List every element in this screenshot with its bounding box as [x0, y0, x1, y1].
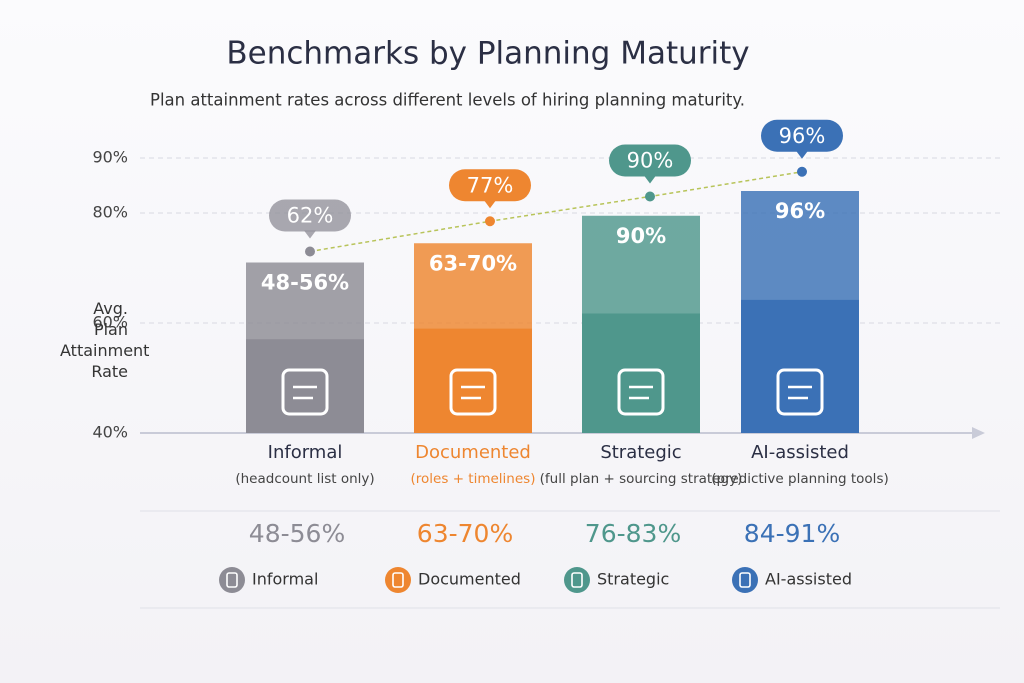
- bar-label: 63-70%: [429, 251, 517, 275]
- callout: [269, 199, 351, 232]
- y-tick-label: 60%: [92, 313, 128, 332]
- category-description: (headcount list only): [235, 471, 374, 487]
- bar-label: 90%: [616, 224, 666, 248]
- callout: [449, 169, 531, 202]
- range-label: 76-83%: [585, 519, 681, 548]
- bar-icon: [617, 368, 665, 416]
- x-tick-label: AI-assisted: [751, 442, 849, 463]
- y-tick-label: 40%: [92, 423, 128, 442]
- legend-label: Strategic: [597, 570, 669, 589]
- category-description: (roles + timelines): [411, 471, 536, 487]
- bar-shade: [414, 328, 532, 433]
- legend-icon: [219, 567, 245, 593]
- callout-label: 90%: [627, 149, 674, 173]
- callout-tail: [304, 230, 316, 239]
- legend-icon: [732, 567, 758, 593]
- legend-icon-glyph: [571, 572, 583, 588]
- x-tick-label: Strategic: [600, 442, 681, 463]
- trend-line: [309, 171, 803, 253]
- legend-label: Informal: [252, 570, 318, 589]
- y-tick-label: 90%: [92, 148, 128, 167]
- bar-shade: [741, 299, 859, 433]
- x-tick-label: Informal: [268, 442, 343, 463]
- bar-icon: [281, 368, 329, 416]
- bar-label: 96%: [775, 199, 825, 223]
- callout: [609, 144, 691, 177]
- callout-label: 62%: [287, 204, 334, 228]
- subtitle: Plan attainment rates across different l…: [150, 91, 745, 110]
- bar-label: 48-56%: [261, 271, 349, 295]
- callout-tail: [796, 150, 808, 159]
- legend-label: AI-assisted: [765, 570, 852, 589]
- category-description: (predictive planning tools): [711, 471, 889, 487]
- y-axis-label: Avg. Plan Attainment Rate: [60, 299, 150, 381]
- callout-tail: [644, 175, 656, 184]
- chart-title: Benchmarks by Planning Maturity: [226, 36, 749, 72]
- trend-point: [305, 246, 315, 257]
- legend-icon-glyph: [392, 572, 404, 588]
- x-tick-label: Documented: [415, 442, 531, 463]
- callout: [761, 119, 843, 152]
- range-label: 48-56%: [249, 519, 345, 548]
- bar-icon: [776, 368, 824, 416]
- bar-icon: [449, 368, 497, 416]
- range-label: 84-91%: [744, 519, 840, 548]
- y-tick-label: 80%: [92, 203, 128, 222]
- legend-icon: [564, 567, 590, 593]
- legend-icon-glyph: [739, 572, 751, 588]
- legend-label: Documented: [418, 570, 521, 589]
- callout-label: 77%: [467, 173, 514, 197]
- legend-icon-glyph: [226, 572, 238, 588]
- trend-point: [645, 191, 655, 202]
- callout-tail: [484, 200, 496, 209]
- trend-point: [485, 216, 495, 227]
- trend-point: [797, 166, 807, 177]
- axis-arrow: [972, 427, 985, 439]
- callout-label: 96%: [779, 124, 826, 148]
- range-label: 63-70%: [417, 519, 513, 548]
- category-description: (full plan + sourcing strategy): [540, 471, 743, 487]
- legend-icon: [385, 567, 411, 593]
